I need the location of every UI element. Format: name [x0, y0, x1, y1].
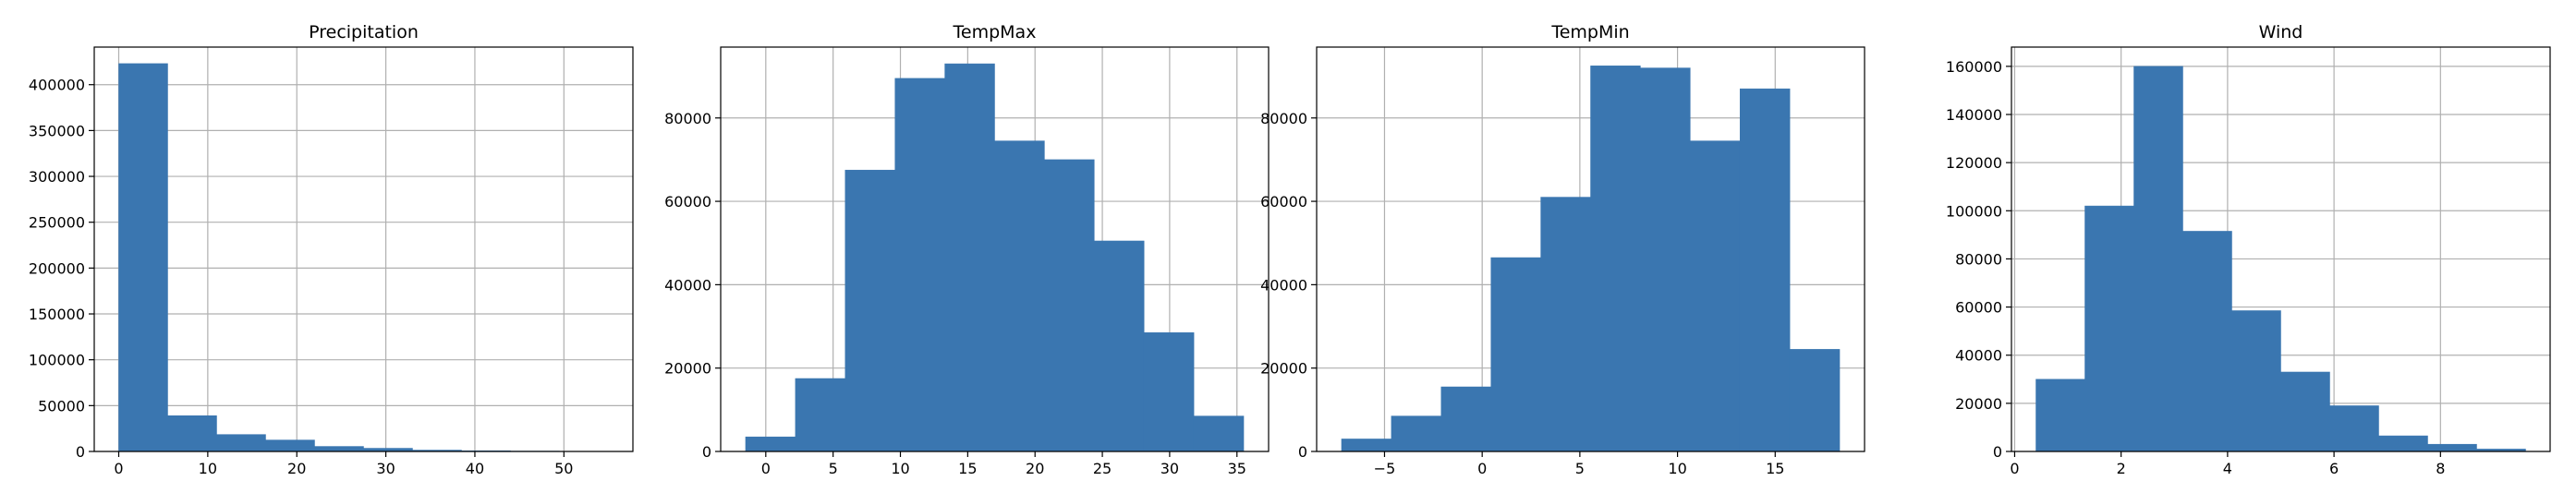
y-tick-label: 0	[702, 443, 711, 461]
axes-frame	[720, 46, 1270, 452]
x-tick-label: 0	[1477, 460, 1487, 477]
histogram-bar	[2280, 371, 2330, 452]
x-tick-label: 10	[199, 460, 217, 477]
histogram-bar	[2329, 405, 2379, 452]
histogram-bar	[1540, 197, 1591, 452]
y-tick-label: 20000	[1955, 395, 2002, 413]
y-tick-label: 60000	[1955, 299, 2002, 317]
histogram-bar	[1640, 67, 1691, 452]
chart-title: TempMax	[953, 22, 1037, 42]
histogram-bar	[1490, 257, 1541, 452]
histogram-bar	[167, 415, 217, 452]
histogram-bar	[118, 63, 168, 452]
y-tick-label: 200000	[29, 259, 85, 277]
x-tick-label: 0	[761, 460, 771, 477]
y-tick-label: 80000	[1260, 110, 1307, 127]
histogram-bar	[1739, 88, 1791, 452]
y-tick-label: 0	[1993, 443, 2002, 461]
x-tick-label: 50	[554, 460, 573, 477]
x-tick-label: 40	[466, 460, 484, 477]
x-tick-label: 2	[2117, 460, 2126, 477]
histogram-bar	[2182, 231, 2232, 452]
histogram-bar	[1690, 140, 1741, 452]
y-tick-label: 100000	[29, 352, 85, 369]
y-tick-label: 120000	[1946, 154, 2002, 172]
y-tick-label: 80000	[1955, 250, 2002, 268]
y-tick-label: 300000	[29, 168, 85, 186]
y-tick-label: 40000	[664, 276, 711, 294]
histogram-bar	[1193, 415, 1245, 452]
histogram-bar	[944, 63, 995, 452]
y-tick-label: 0	[1298, 443, 1307, 461]
histogram-bar	[1391, 415, 1442, 452]
histogram-bar	[1143, 332, 1195, 452]
histogram-bar	[2378, 435, 2428, 452]
chart-title: Precipitation	[309, 22, 419, 42]
histogram-bar	[795, 378, 846, 452]
chart-panel-precipitation: 0 10 20 30 40 50 0 50000 100000 150000 200000 25000…	[29, 22, 634, 477]
histogram-bar	[2427, 443, 2477, 452]
chart-panel-wind: 0 2 4 6 8 0 20000 40000 60000 80000 100000 120000 14…	[1946, 22, 2551, 477]
y-tick-label: 40000	[1260, 276, 1307, 294]
histogram-bar	[1440, 386, 1491, 452]
histogram-bar	[1044, 159, 1095, 452]
x-tick-label: 20	[287, 460, 306, 477]
axes-frame	[1316, 46, 1865, 452]
x-tick-label: −5	[1374, 460, 1396, 477]
y-tick-label: 0	[76, 443, 85, 461]
x-tick-label: 6	[2329, 460, 2339, 477]
y-tick-label: 40000	[1955, 347, 2002, 365]
histogram-bar	[994, 140, 1045, 452]
x-tick-label: 10	[891, 460, 909, 477]
histogram-bar	[2035, 379, 2085, 452]
x-tick-label: 0	[2010, 460, 2019, 477]
y-tick-label: 350000	[29, 122, 85, 139]
y-tick-label: 20000	[664, 360, 711, 378]
x-tick-label: 15	[1766, 460, 1784, 477]
x-tick-label: 30	[1160, 460, 1179, 477]
y-tick-label: 150000	[29, 306, 85, 323]
y-tick-label: 60000	[1260, 193, 1307, 210]
y-tick-label: 60000	[664, 193, 711, 210]
histogram-bar	[1094, 240, 1145, 452]
histogram-bar	[314, 446, 364, 452]
x-tick-label: 5	[829, 460, 838, 477]
histogram-bar	[2133, 66, 2183, 452]
x-tick-label: 4	[2223, 460, 2232, 477]
x-tick-label: 35	[1228, 460, 1246, 477]
x-tick-label: 5	[1575, 460, 1585, 477]
x-tick-label: 8	[2436, 460, 2445, 477]
axes-frame	[93, 46, 634, 452]
x-tick-label: 25	[1093, 460, 1112, 477]
histogram-bar	[894, 78, 945, 452]
histogram-bar	[2084, 205, 2134, 452]
chart-panel-tempmin: −5 0 5 10 15 0 20000 40000 60000 80000 TempMin	[1260, 22, 1865, 477]
chart-panel-tempmax: 0 5 10 15 20 25 30 35 0 20000 40000 60000 80000 TempM…	[664, 22, 1270, 477]
histogram-bar	[1341, 439, 1392, 452]
y-tick-label: 160000	[1946, 58, 2002, 76]
x-tick-label: 15	[958, 460, 977, 477]
y-tick-label: 20000	[1260, 360, 1307, 378]
y-tick-label: 50000	[38, 397, 85, 415]
y-tick-label: 250000	[29, 214, 85, 232]
chart-title: Wind	[2259, 22, 2303, 42]
histogram-bar	[265, 439, 315, 452]
histogram-bar	[844, 169, 895, 452]
y-tick-label: 100000	[1946, 202, 2002, 220]
histogram-bar	[2231, 310, 2281, 452]
axes-frame	[2011, 46, 2551, 452]
x-tick-label: 30	[376, 460, 395, 477]
x-tick-label: 0	[114, 460, 123, 477]
chart-title: TempMin	[1550, 22, 1629, 42]
y-tick-label: 80000	[664, 110, 711, 127]
histogram-bar	[745, 436, 796, 452]
y-tick-label: 140000	[1946, 106, 2002, 124]
histogram-bar	[216, 434, 266, 452]
histogram-bar	[1789, 349, 1841, 452]
x-tick-label: 10	[1668, 460, 1686, 477]
x-tick-label: 20	[1026, 460, 1044, 477]
y-tick-label: 400000	[29, 77, 85, 94]
histogram-bar	[1590, 66, 1641, 452]
